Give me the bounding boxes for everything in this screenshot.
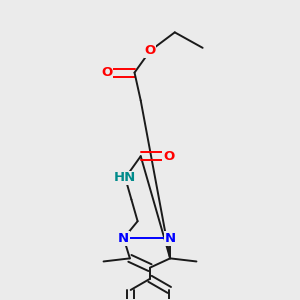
- Text: O: O: [163, 150, 174, 163]
- Text: O: O: [101, 66, 112, 79]
- Text: N: N: [118, 232, 129, 245]
- Text: HN: HN: [114, 171, 136, 184]
- Text: O: O: [144, 44, 156, 57]
- Text: N: N: [165, 232, 176, 245]
